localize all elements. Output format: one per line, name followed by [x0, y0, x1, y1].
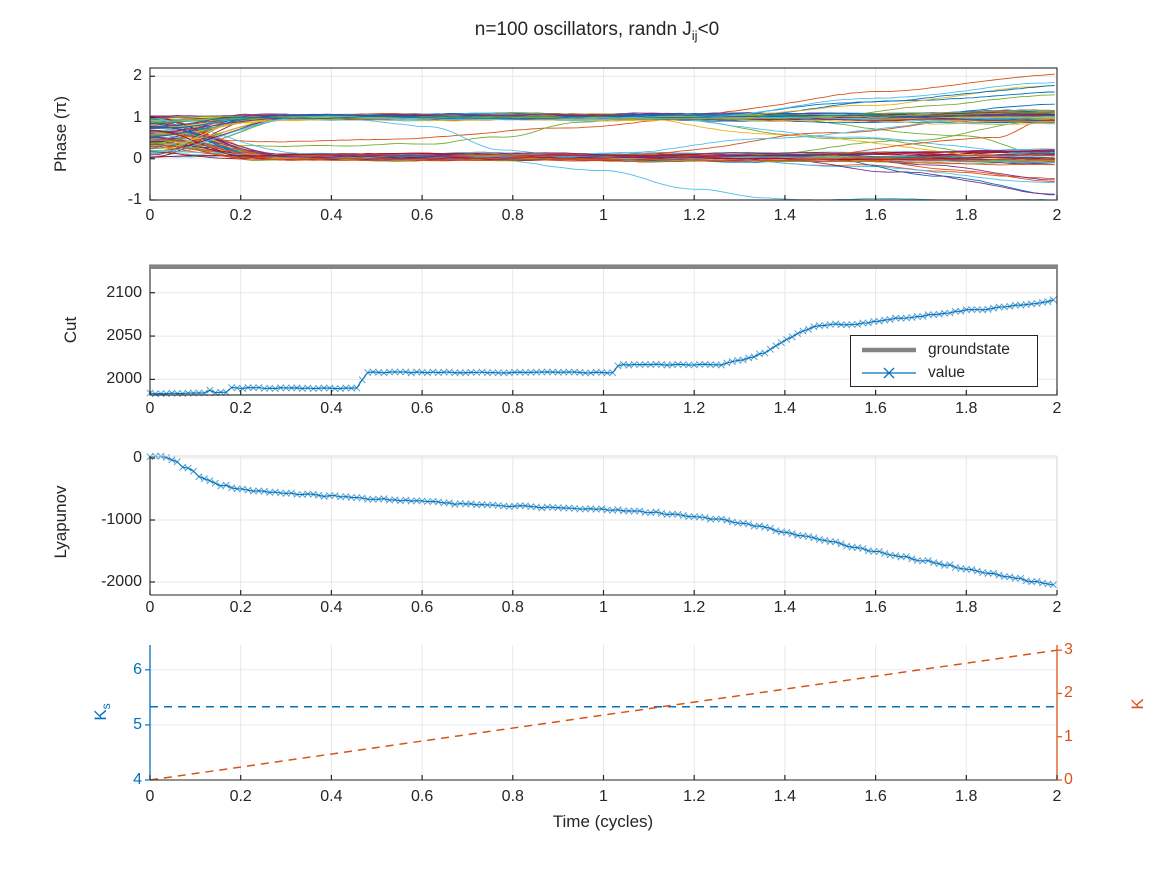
y-tick-label: 0 — [133, 149, 142, 167]
x-tick-label: 0.8 — [501, 207, 524, 224]
k-tick-label: 0 — [1064, 771, 1073, 788]
x-tick-label: 0.6 — [410, 599, 434, 616]
x-tick-marks — [149, 195, 1058, 200]
x-tick-label: 1.4 — [773, 207, 797, 224]
x-tick-label: 0 — [145, 207, 155, 224]
x-tick-label: 1.8 — [955, 400, 978, 417]
x-tick-label: 1 — [599, 400, 608, 417]
legend-item-groundstate: groundstate — [859, 339, 1029, 361]
cut-value-series — [146, 296, 1057, 398]
legend-groundstate-sample — [862, 347, 916, 352]
y-tick-marks — [150, 75, 155, 201]
x-tick-label: 1.8 — [955, 599, 978, 616]
x-tick-marks — [149, 590, 1058, 595]
x-tick-label: 0.2 — [229, 207, 252, 224]
lyapunov-y-label: Lyapunov — [51, 485, 70, 559]
y-tick-label: -2000 — [101, 572, 142, 590]
k-tick-label: 1 — [1064, 727, 1073, 745]
time-x-label: Time (cycles) — [552, 812, 654, 831]
y-tick-label: -1000 — [101, 511, 142, 529]
x-tick-label: 0.2 — [229, 400, 252, 417]
x-tick-label: 1.2 — [683, 207, 706, 224]
x-tick-label: 1.8 — [955, 207, 978, 224]
x-tick-label: 1 — [599, 207, 608, 224]
x-tick-label: 1.6 — [864, 599, 887, 616]
x-tick-label: 0 — [145, 788, 155, 805]
phase-traces — [149, 73, 1055, 201]
x-tick-marks — [149, 775, 1058, 780]
x-tick-label: 0.4 — [320, 788, 343, 805]
y-tick-label: 2050 — [106, 327, 142, 345]
x-tick-label: 1.6 — [864, 788, 887, 805]
y-tick-label: -1 — [127, 191, 142, 208]
phase-y-label: Phase (π) — [51, 96, 70, 172]
x-tick-label: 0 — [145, 400, 155, 417]
y-tick-label: 0 — [133, 449, 142, 467]
k-line — [149, 649, 1058, 781]
ks-tick-label: 5 — [133, 715, 142, 733]
x-tick-label: 0.4 — [320, 400, 343, 417]
coupling-lines — [149, 649, 1058, 781]
ks-tick-label: 6 — [133, 660, 142, 678]
x-tick-marks — [149, 390, 1058, 395]
k-y-label: K — [1128, 698, 1147, 710]
figure-title: n=100 oscillators, randn Jij<0 — [474, 19, 720, 43]
y-tick-label: 2000 — [106, 370, 142, 388]
x-tick-label: 1.4 — [773, 599, 797, 616]
y-tick-label: 1 — [133, 108, 142, 126]
x-tick-label: 1 — [599, 788, 608, 805]
k-tick-label: 3 — [1064, 641, 1073, 659]
x-tick-label: 0.6 — [410, 400, 434, 417]
legend-item-value: value — [859, 362, 1029, 384]
legend-value-label: value — [928, 363, 966, 381]
gridlines — [150, 456, 1057, 595]
x-tick-label: 1.6 — [864, 207, 887, 224]
x-tick-label: 0.8 — [501, 599, 524, 616]
x-tick-label: 0.8 — [501, 400, 524, 417]
x-tick-label: 1.8 — [955, 788, 978, 805]
x-tick-label: 0.8 — [501, 788, 524, 805]
y-tick-marks — [150, 457, 155, 583]
ks-tick-label: 4 — [133, 771, 142, 788]
x-tick-label: 1.2 — [683, 599, 706, 616]
right-tick-marks — [1057, 649, 1062, 781]
k-tick-label: 2 — [1064, 684, 1073, 702]
x-tick-label: 2 — [1052, 599, 1062, 616]
x-tick-label: 0.2 — [229, 599, 252, 616]
y-tick-label: 2 — [133, 67, 142, 85]
x-tick-label: 0 — [145, 599, 155, 616]
x-tick-label: 1.6 — [864, 400, 887, 417]
x-tick-label: 0.4 — [320, 207, 343, 224]
x-tick-label: 1 — [599, 599, 608, 616]
legend-box: groundstate value — [850, 335, 1038, 387]
x-tick-label: 1.2 — [683, 400, 706, 417]
x-tick-label: 2 — [1052, 788, 1062, 805]
x-tick-label: 2 — [1052, 400, 1062, 417]
x-tick-label: 0.6 — [410, 788, 434, 805]
x-tick-label: 1.2 — [683, 788, 706, 805]
coupling-gridlines — [150, 645, 1057, 780]
x-tick-label: 2 — [1052, 207, 1062, 224]
x-tick-label: 0.4 — [320, 599, 343, 616]
x-tick-label: 0.6 — [410, 207, 434, 224]
y-tick-marks — [150, 292, 155, 380]
x-tick-label: 1.4 — [773, 400, 797, 417]
legend-groundstate-label: groundstate — [928, 340, 1010, 358]
y-tick-marks — [145, 669, 150, 781]
y-tick-label: 2100 — [106, 283, 142, 301]
legend-value-sample — [862, 367, 916, 378]
x-tick-label: 1.4 — [773, 788, 797, 805]
x-tick-label: 0.2 — [229, 788, 252, 805]
